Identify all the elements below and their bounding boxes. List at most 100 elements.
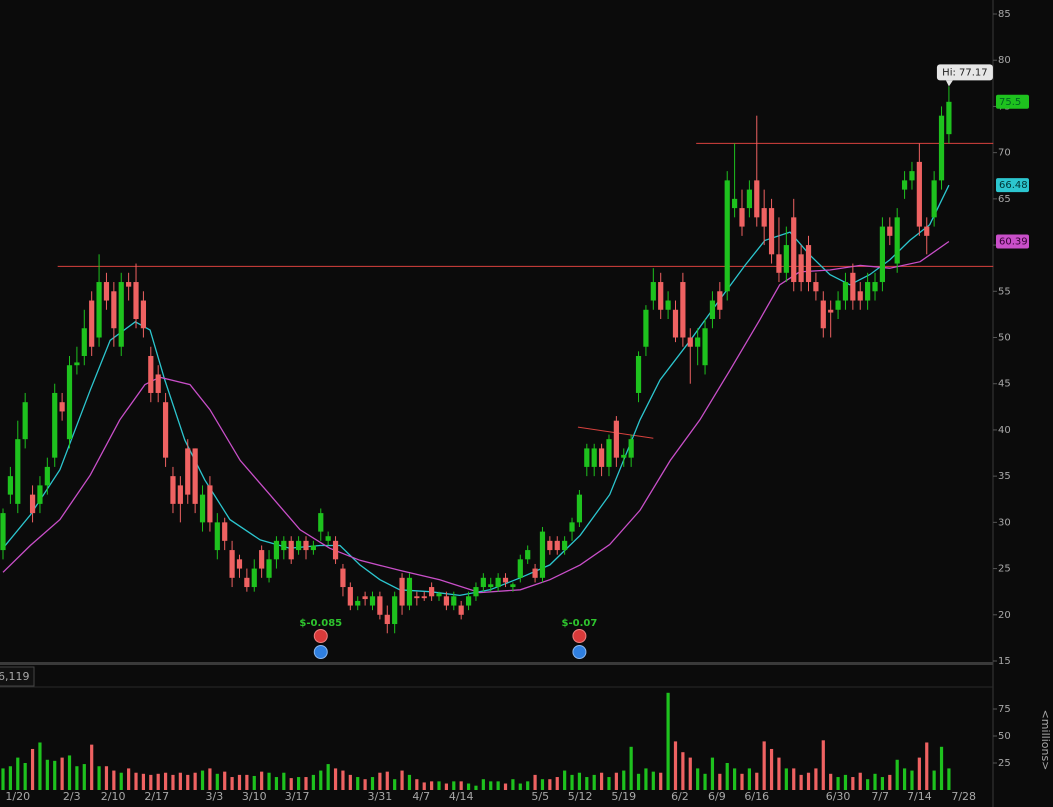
candle-body — [510, 584, 516, 588]
candle-body — [805, 245, 812, 283]
candle-body — [458, 605, 464, 615]
candle-body — [598, 448, 605, 467]
candle-body — [96, 282, 102, 338]
volume-bar — [378, 772, 382, 790]
volume-bar — [215, 773, 219, 790]
candle-body — [236, 559, 243, 569]
y-tick-label: 25 — [998, 564, 1011, 575]
candle-body — [89, 300, 95, 347]
candle-body — [820, 300, 826, 329]
candle-body — [325, 536, 331, 541]
candle-body — [199, 494, 206, 523]
candle-body — [517, 559, 523, 578]
x-tick-label: 2/3 — [63, 790, 81, 803]
volume-bar — [82, 764, 86, 790]
volume-bar — [38, 742, 42, 790]
earnings-label: $-0.07 — [562, 618, 598, 629]
volume-bar — [673, 741, 678, 790]
volume-bar — [481, 779, 485, 790]
candle-body — [665, 300, 671, 310]
price-tag-label: 75.5 — [999, 97, 1021, 108]
candle-body — [310, 545, 316, 551]
volume-bar — [297, 777, 301, 790]
candle-body — [273, 540, 280, 560]
volume-bar — [614, 772, 618, 790]
candle-body — [362, 596, 368, 600]
volume-bar — [326, 764, 330, 790]
volume-bar — [755, 772, 759, 790]
volume-bar — [784, 768, 788, 790]
volume-tick-label: 25 — [998, 758, 1011, 769]
candle-body — [931, 180, 937, 218]
volume-bar — [577, 772, 582, 790]
candle-body — [865, 282, 871, 301]
candle-body — [584, 448, 590, 467]
volume-bar — [681, 752, 685, 790]
candle-body — [850, 272, 856, 301]
volume-bar — [555, 777, 559, 790]
volume-bar — [747, 768, 751, 790]
volume-bar — [740, 773, 744, 790]
candle-body — [613, 420, 619, 458]
candle-body — [436, 593, 442, 597]
candle-body — [22, 402, 28, 440]
volume-bar — [622, 770, 626, 790]
candle-body — [229, 550, 235, 578]
candle-body — [465, 596, 472, 606]
volume-bar — [237, 774, 242, 790]
volume-bar — [910, 770, 914, 790]
volume-bar — [585, 777, 589, 790]
candle-body — [502, 577, 509, 583]
volume-bar — [474, 785, 478, 790]
volume-header-box — [0, 666, 35, 687]
pane-divider — [0, 662, 993, 665]
candle-body — [768, 208, 775, 255]
x-tick-label: 3/3 — [206, 790, 224, 803]
price-tag — [996, 234, 1029, 249]
x-tick-label: 7/14 — [907, 790, 932, 803]
candle-body — [554, 540, 560, 551]
y-tick-label: 80 — [998, 55, 1011, 66]
candle-body — [0, 513, 6, 551]
volume-bar — [370, 777, 375, 790]
volume-bar — [873, 773, 877, 790]
volume-bar — [932, 770, 936, 790]
candle-body — [15, 439, 21, 504]
volume-bar — [393, 779, 397, 790]
volume-bar — [659, 772, 663, 790]
x-tick-label: 3/31 — [368, 790, 393, 803]
volume-bar — [171, 774, 175, 790]
candle-body — [658, 282, 664, 310]
dividend-icon — [313, 645, 328, 659]
x-tick-label: 2/10 — [101, 790, 126, 803]
candle-body — [835, 300, 841, 310]
volume-bar — [430, 781, 434, 790]
candle-body — [443, 596, 449, 606]
candle-body — [672, 309, 679, 338]
volume-bar — [75, 766, 79, 790]
candle-body — [74, 362, 80, 366]
volume-bar — [415, 779, 419, 790]
volume-bar — [629, 746, 633, 790]
volume-bar — [843, 774, 848, 790]
candle-body — [207, 485, 213, 523]
volume-bar — [710, 757, 715, 790]
candle-body — [495, 577, 501, 588]
volume-bar — [127, 768, 131, 790]
volume-bar — [703, 773, 707, 790]
volume-bar — [599, 772, 604, 790]
volume-bar — [45, 759, 49, 790]
candle-body — [909, 171, 915, 181]
candle-body — [539, 531, 546, 578]
volume-bar — [644, 768, 648, 790]
candle-body — [525, 550, 531, 560]
y-tick-label: 55 — [998, 286, 1011, 297]
volume-bar — [880, 777, 885, 790]
candle-body — [192, 448, 198, 504]
y-tick-label: 15 — [998, 656, 1011, 667]
volume-bar — [503, 783, 508, 790]
volume-bar — [548, 779, 552, 790]
candle-body — [406, 577, 413, 606]
volume-bar — [8, 766, 12, 790]
candle-body — [451, 596, 457, 606]
